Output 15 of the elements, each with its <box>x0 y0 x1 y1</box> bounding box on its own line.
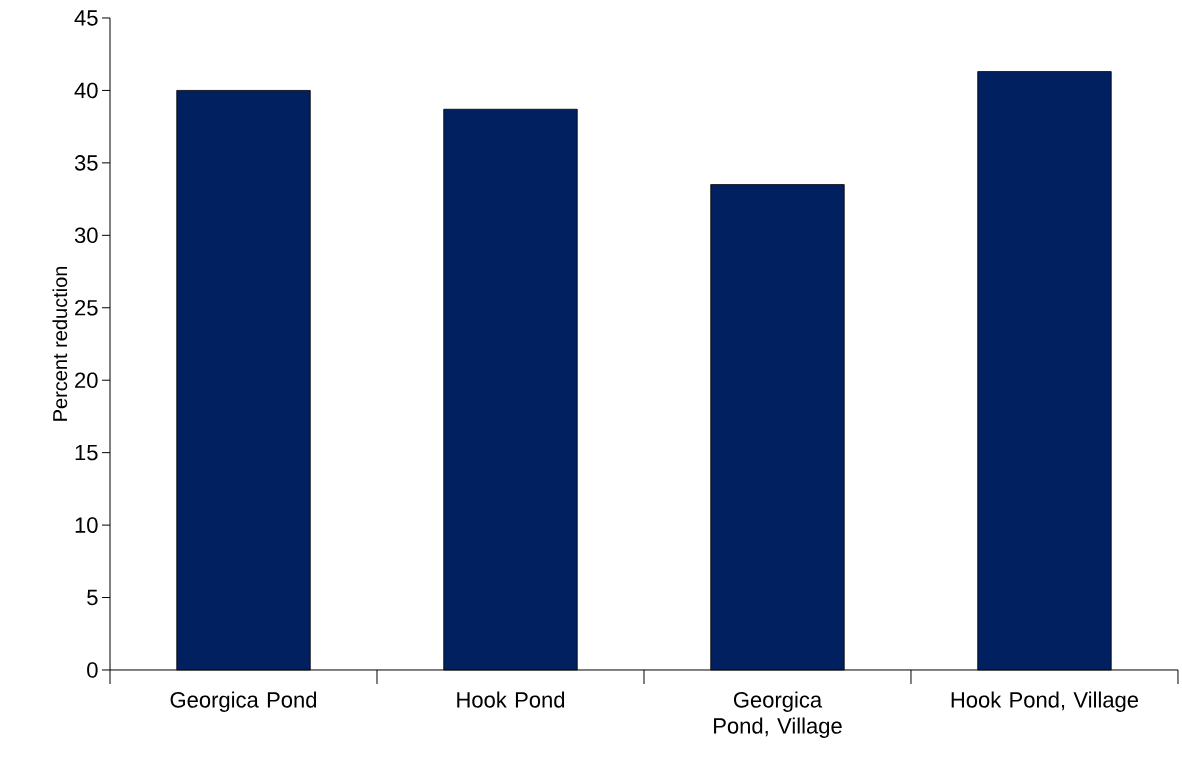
y-tick-label: 40 <box>74 82 98 99</box>
y-tick-label: 35 <box>74 155 98 171</box>
y-tick-label: 25 <box>75 299 98 316</box>
x-tick-label: Hook Pond <box>457 691 565 708</box>
y-axis-title: Percent reduction <box>52 266 68 421</box>
y-tick-label: 45 <box>74 10 98 26</box>
y-tick-label: 15 <box>75 444 98 461</box>
y-tick-label: 0 <box>87 662 98 678</box>
x-tick-label: Georgica Pond, Village <box>714 691 842 739</box>
y-tick-label: 30 <box>74 227 98 244</box>
y-tick-label: 20 <box>75 372 98 388</box>
x-tick-label: Georgica Pond <box>170 691 317 713</box>
y-tick-label: 10 <box>75 517 98 533</box>
x-tick-label: Hook Pond, Village <box>951 691 1139 713</box>
y-tick-label: 5 <box>87 589 98 606</box>
